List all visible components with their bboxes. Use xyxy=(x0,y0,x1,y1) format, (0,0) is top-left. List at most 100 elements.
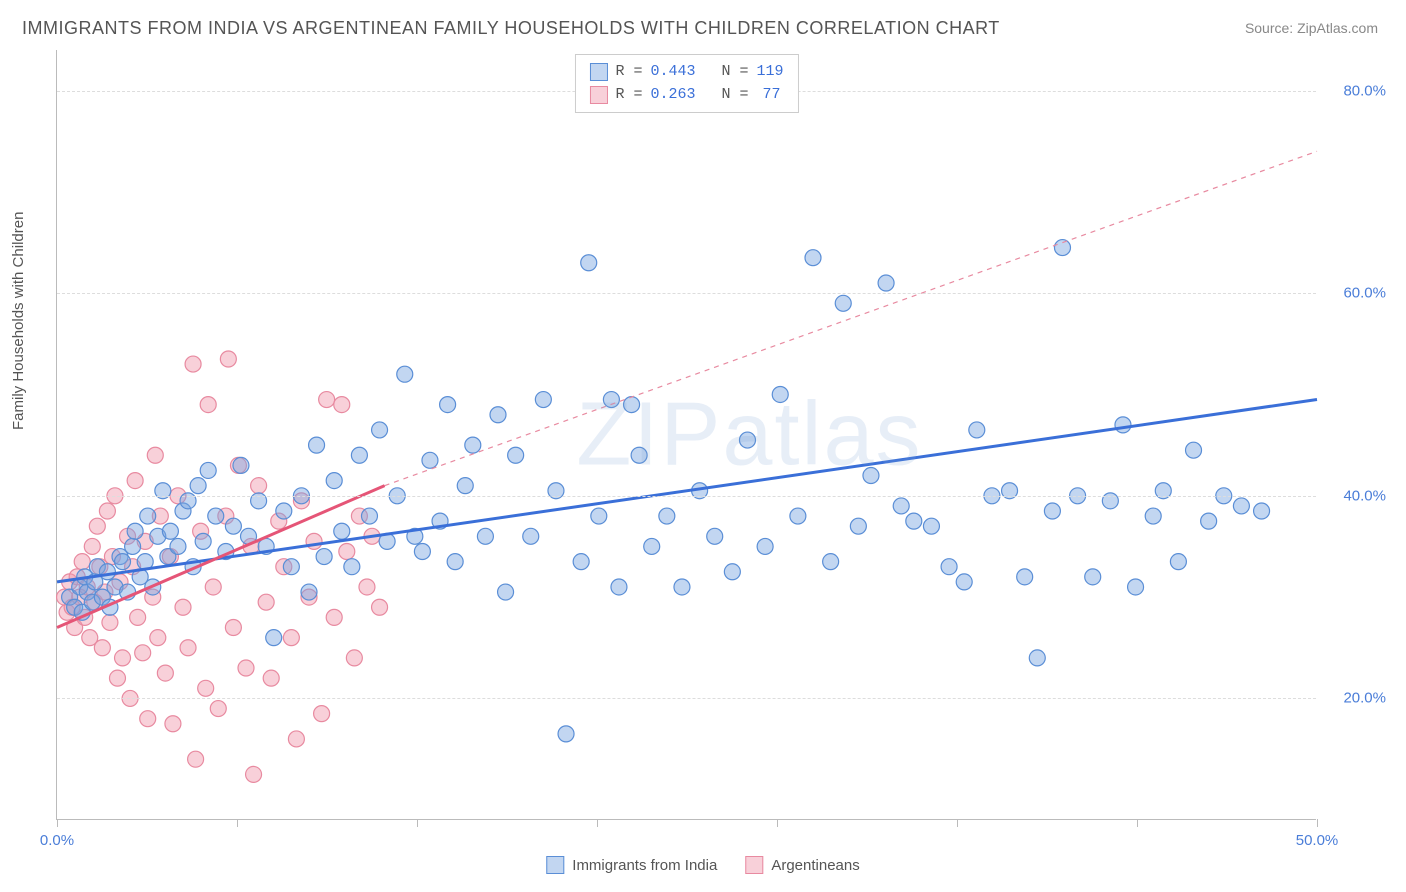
data-point xyxy=(573,554,589,570)
data-point xyxy=(334,397,350,413)
data-point xyxy=(457,478,473,494)
data-point xyxy=(115,650,131,666)
xtick xyxy=(237,819,238,827)
data-point xyxy=(200,462,216,478)
stats-r-value-2: 0.263 xyxy=(650,84,695,107)
data-point xyxy=(969,422,985,438)
data-point xyxy=(1145,508,1161,524)
data-point xyxy=(1128,579,1144,595)
data-point xyxy=(200,397,216,413)
data-point xyxy=(414,544,430,560)
data-point xyxy=(175,599,191,615)
data-point xyxy=(316,549,332,565)
data-point xyxy=(288,731,304,747)
data-point xyxy=(130,609,146,625)
data-point xyxy=(326,609,342,625)
stats-r-value-1: 0.443 xyxy=(650,61,695,84)
data-point xyxy=(1233,498,1249,514)
data-point xyxy=(624,397,640,413)
xtick xyxy=(777,819,778,827)
ytick-label: 80.0% xyxy=(1326,82,1386,99)
data-point xyxy=(344,559,360,575)
data-point xyxy=(1201,513,1217,529)
data-point xyxy=(109,670,125,686)
y-axis-label: Family Households with Children xyxy=(10,212,27,430)
data-point xyxy=(923,518,939,534)
data-point xyxy=(790,508,806,524)
data-point xyxy=(523,528,539,544)
data-point xyxy=(180,640,196,656)
data-point xyxy=(581,255,597,271)
data-point xyxy=(198,680,214,696)
xtick-label: 50.0% xyxy=(1296,832,1339,849)
data-point xyxy=(440,397,456,413)
xtick xyxy=(417,819,418,827)
data-point xyxy=(1029,650,1045,666)
data-point xyxy=(238,660,254,676)
chart-title: IMMIGRANTS FROM INDIA VS ARGENTINEAN FAM… xyxy=(22,18,1000,39)
bottom-legend: Immigrants from India Argentineans xyxy=(546,856,859,874)
data-point xyxy=(1085,569,1101,585)
gridline-h xyxy=(57,496,1316,497)
data-point xyxy=(94,640,110,656)
stats-row-1: R = 0.443 N = 119 xyxy=(589,61,783,84)
data-point xyxy=(346,650,362,666)
data-point xyxy=(707,528,723,544)
data-point xyxy=(258,594,274,610)
data-point xyxy=(850,518,866,534)
data-point xyxy=(135,645,151,661)
data-point xyxy=(611,579,627,595)
ytick-label: 20.0% xyxy=(1326,690,1386,707)
data-point xyxy=(893,498,909,514)
data-point xyxy=(195,533,211,549)
data-point xyxy=(339,544,355,560)
legend-swatch-india xyxy=(546,856,564,874)
stats-swatch-2 xyxy=(589,86,607,104)
data-point xyxy=(558,726,574,742)
stats-r-label-2: R = xyxy=(615,84,642,107)
data-point xyxy=(283,559,299,575)
xtick xyxy=(957,819,958,827)
data-point xyxy=(263,670,279,686)
data-point xyxy=(150,630,166,646)
data-point xyxy=(906,513,922,529)
data-point xyxy=(941,559,957,575)
stats-swatch-1 xyxy=(589,63,607,81)
data-point xyxy=(603,392,619,408)
data-point xyxy=(319,392,335,408)
data-point xyxy=(490,407,506,423)
data-point xyxy=(1186,442,1202,458)
gridline-h xyxy=(57,698,1316,699)
data-point xyxy=(165,716,181,732)
legend-label-argentineans: Argentineans xyxy=(771,857,859,874)
data-point xyxy=(147,447,163,463)
data-point xyxy=(535,392,551,408)
data-point xyxy=(1170,554,1186,570)
data-point xyxy=(823,554,839,570)
data-point xyxy=(205,579,221,595)
data-point xyxy=(591,508,607,524)
data-point xyxy=(644,538,660,554)
data-point xyxy=(1017,569,1033,585)
ytick-label: 40.0% xyxy=(1326,487,1386,504)
data-point xyxy=(508,447,524,463)
data-point xyxy=(1115,417,1131,433)
legend-item-argentineans: Argentineans xyxy=(745,856,859,874)
stats-row-2: R = 0.263 N = 77 xyxy=(589,84,783,107)
data-point xyxy=(674,579,690,595)
ytick-label: 60.0% xyxy=(1326,285,1386,302)
data-point xyxy=(157,665,173,681)
data-point xyxy=(326,473,342,489)
stats-n-value-1: 119 xyxy=(757,61,784,84)
legend-swatch-argentineans xyxy=(745,856,763,874)
xtick xyxy=(597,819,598,827)
data-point xyxy=(805,250,821,266)
legend-label-india: Immigrants from India xyxy=(572,857,717,874)
data-point xyxy=(102,614,118,630)
data-point xyxy=(372,599,388,615)
legend-item-india: Immigrants from India xyxy=(546,856,717,874)
stats-n-label-1: N = xyxy=(722,61,749,84)
data-point xyxy=(127,523,143,539)
data-point xyxy=(127,473,143,489)
data-point xyxy=(956,574,972,590)
